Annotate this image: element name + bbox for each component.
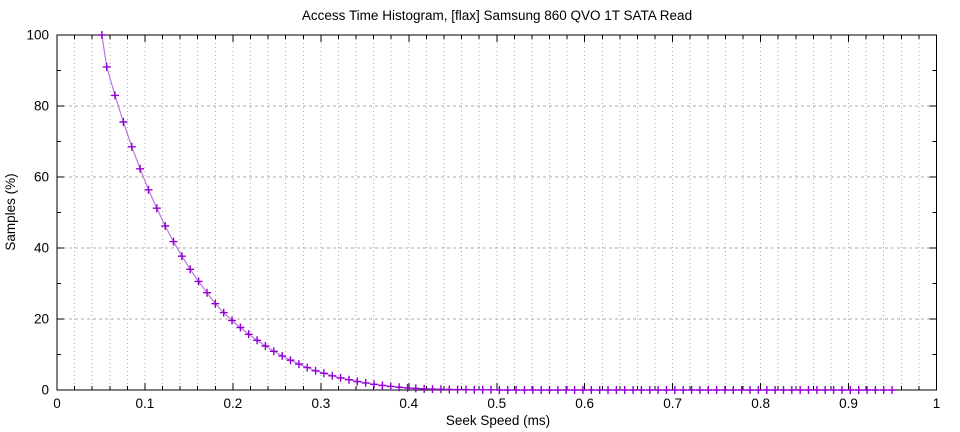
tick-label-layer: 0 0.1 0.2 0.3 0.4 0.5 0.6 0.7 0.8 0.9 1 0 20 40 60 80 10…	[26, 28, 940, 412]
x-tick-label: 0.4	[399, 396, 418, 411]
x-tick-label: 0.3	[311, 396, 330, 411]
x-tick-label: 0.2	[224, 396, 243, 411]
y-tick-label: 20	[34, 312, 49, 327]
x-tick-label: 0.6	[575, 396, 594, 411]
x-tick-label: 0.1	[136, 396, 155, 411]
y-tick-label: 40	[34, 241, 49, 256]
y-axis-label: Samples (%)	[3, 173, 18, 250]
x-tick-label: 1	[933, 396, 941, 411]
y-tick-label: 60	[34, 170, 49, 185]
x-tick-label: 0.9	[839, 396, 858, 411]
x-tick-label: 0.8	[751, 396, 770, 411]
axis-layer	[56, 34, 937, 391]
data-series-layer	[97, 31, 897, 394]
y-tick-label: 100	[26, 28, 49, 43]
plot-frame	[56, 34, 937, 391]
x-tick-label: 0.5	[487, 396, 506, 411]
data-point-markers	[97, 31, 897, 394]
x-axis-label: Seek Speed (ms)	[446, 413, 550, 428]
grid-layer	[57, 35, 937, 390]
y-tick-label: 80	[34, 99, 49, 114]
chart-title: Access Time Histogram, [flax] Samsung 86…	[302, 8, 692, 23]
series-line	[101, 34, 893, 391]
x-tick-label: 0	[53, 396, 61, 411]
y-tick-label: 0	[41, 383, 49, 398]
x-tick-label: 0.7	[663, 396, 682, 411]
